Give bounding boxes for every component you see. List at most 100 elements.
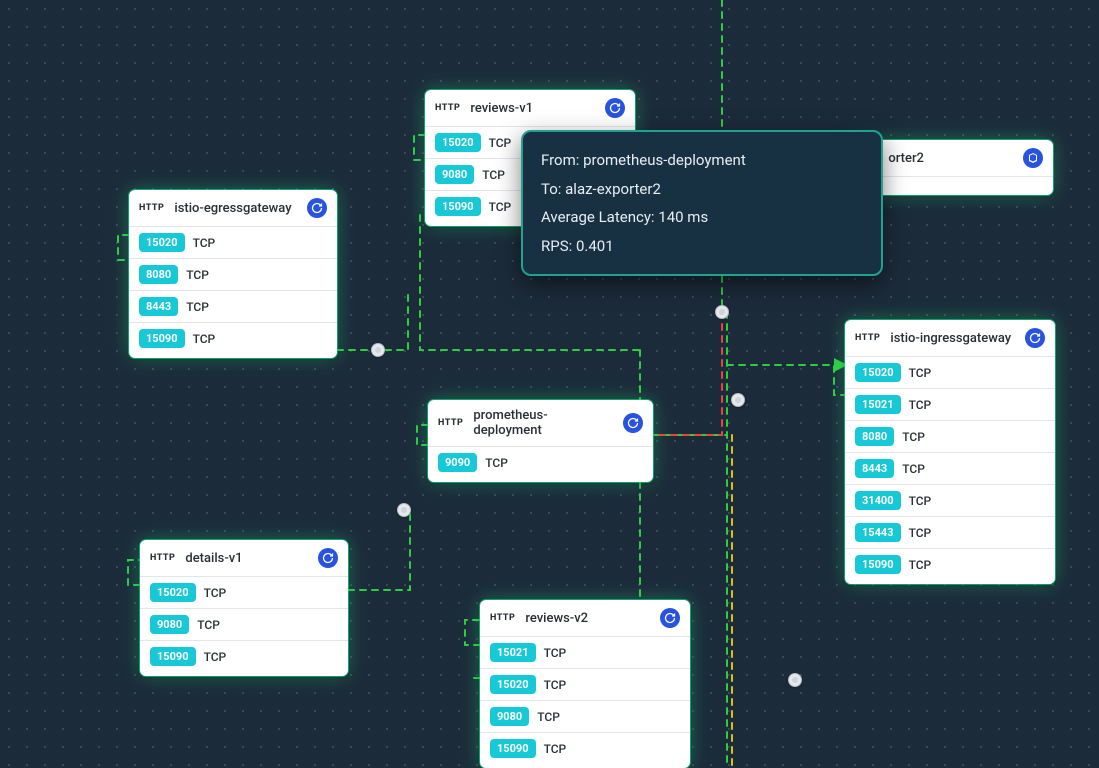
port-protocol: TCP [186,300,209,314]
node-title: reviews-v1 [470,101,595,116]
node-header[interactable]: HTTP reviews-v1 [425,90,635,127]
port-badge: 15021 [490,643,536,662]
port-row[interactable]: 15021 TCP [845,389,1055,421]
port-row[interactable]: 31400 TCP [845,485,1055,517]
port-protocol: TCP [544,678,567,692]
port-protocol: TCP [186,268,209,282]
edge-tooltip: From: prometheus-deployment To: alaz-exp… [521,130,883,276]
port-protocol: TCP [544,742,567,756]
port-row[interactable]: 8443 TCP [845,453,1055,485]
port-protocol: TCP [489,200,512,214]
port-row[interactable]: 15020 TCP [480,669,690,701]
port-badge: 15090 [150,647,196,666]
port-row[interactable]: 9090 TCP [428,447,653,482]
waypoint-4[interactable] [788,673,802,687]
port-badge: 15090 [139,329,185,348]
refresh-icon [660,608,680,628]
node-title: orter2 [888,151,1013,166]
port-row[interactable]: 9080TCP [480,701,690,733]
port-badge: 15020 [490,675,536,694]
port-protocol: TCP [193,236,216,250]
node-prometheus-deployment[interactable]: HTTP prometheus-deployment 9090 TCP [428,400,653,482]
node-header[interactable]: HTTP istio-egressgateway [129,190,337,227]
tooltip-to: To: alaz-exporter2 [541,175,863,204]
node-title: details-v1 [185,551,308,566]
node-header[interactable]: HTTP prometheus-deployment [428,400,653,447]
port-row[interactable]: 15090 TCP [845,549,1055,584]
port-protocol: TCP [197,618,220,632]
waypoint-2[interactable] [731,393,745,407]
port-row[interactable]: 8080 TCP [845,421,1055,453]
port-badge: 8080 [855,427,894,446]
port-badge: 15090 [490,739,536,758]
port-row[interactable]: 15020 TCP [140,577,348,609]
waypoint-1[interactable] [715,305,729,319]
port-row[interactable]: 9080 TCP [140,609,348,641]
node-title: istio-egressgateway [174,201,297,216]
port-protocol: TCP [482,168,505,182]
port-badge: 15443 [855,523,901,542]
tooltip-rps: RPS: 0.401 [541,232,863,261]
port-protocol: TCP [204,586,227,600]
refresh-icon [1025,328,1045,348]
http-badge: HTTP [490,613,515,623]
port-row[interactable]: 15090 TCP [140,641,348,676]
node-title: reviews-v2 [525,611,650,626]
node-title: istio-ingressgateway [890,331,1015,346]
port-row[interactable]: 15020TCP [129,227,337,259]
port-badge: 31400 [855,491,901,510]
port-protocol: TCP [489,136,512,150]
port-protocol: TCP [902,430,925,444]
waypoint-3[interactable] [397,503,411,517]
http-badge: HTTP [150,553,175,563]
port-badge: 15090 [435,197,481,216]
node-header[interactable]: HTTP reviews-v2 [480,600,690,637]
port-badge: 8443 [139,297,178,316]
refresh-icon [623,413,643,433]
tooltip-latency: Average Latency: 140 ms [541,203,863,232]
node-title: prometheus-deployment [473,408,613,438]
port-badge: 9080 [435,165,474,184]
port-row[interactable]: 8443 TCP [129,291,337,323]
http-badge: HTTP [855,333,880,343]
refresh-icon [605,98,625,118]
port-row[interactable]: 8080 TCP [129,259,337,291]
refresh-icon [307,198,327,218]
port-protocol: TCP [902,462,925,476]
cube-icon [1023,148,1043,168]
node-header[interactable]: HTTP details-v1 [140,540,348,577]
port-protocol: TCP [909,494,932,508]
waypoint-0[interactable] [371,343,385,357]
node-details-v1[interactable]: HTTP details-v1 15020 TCP 9080 TCP 15090 TCP [140,540,348,676]
port-protocol: TCP [909,366,932,380]
port-badge: 8443 [855,459,894,478]
port-protocol: TCP [909,526,932,540]
port-badge: 9080 [150,615,189,634]
port-badge: 15021 [855,395,901,414]
http-badge: HTTP [139,203,164,213]
port-badge: 15090 [855,555,901,574]
port-protocol: TCP [204,650,227,664]
http-badge: HTTP [438,418,463,428]
node-istio-egressgateway[interactable]: HTTPistio-egressgateway15020TCP8080TCP84… [129,190,337,358]
node-header[interactable]: HTTP istio-ingressgateway [845,320,1055,357]
port-protocol: TCP [485,456,508,470]
port-row[interactable]: 15090TCP [129,323,337,358]
node-istio-ingressgateway[interactable]: HTTP istio-ingressgateway 15020TCP 15021 TCP… [845,320,1055,584]
port-badge: 15020 [150,583,196,602]
port-row[interactable]: 15020TCP [845,357,1055,389]
port-badge: 9080 [490,707,529,726]
node-reviews-v2[interactable]: HTTPreviews-v215021TCP15020TCP9080TCP150… [480,600,690,768]
refresh-icon [318,548,338,568]
http-badge: HTTP [435,103,460,113]
port-badge: 8080 [139,265,178,284]
port-protocol: TCP [544,646,567,660]
port-protocol: TCP [909,558,932,572]
port-badge: 9090 [438,453,477,472]
port-row[interactable]: 15021 TCP [480,637,690,669]
port-row[interactable]: 15090 TCP [480,733,690,768]
port-row[interactable]: 15443 TCP [845,517,1055,549]
port-badge: 15020 [435,133,481,152]
tooltip-from: From: prometheus-deployment [541,146,863,175]
port-protocol: TCP [909,398,932,412]
